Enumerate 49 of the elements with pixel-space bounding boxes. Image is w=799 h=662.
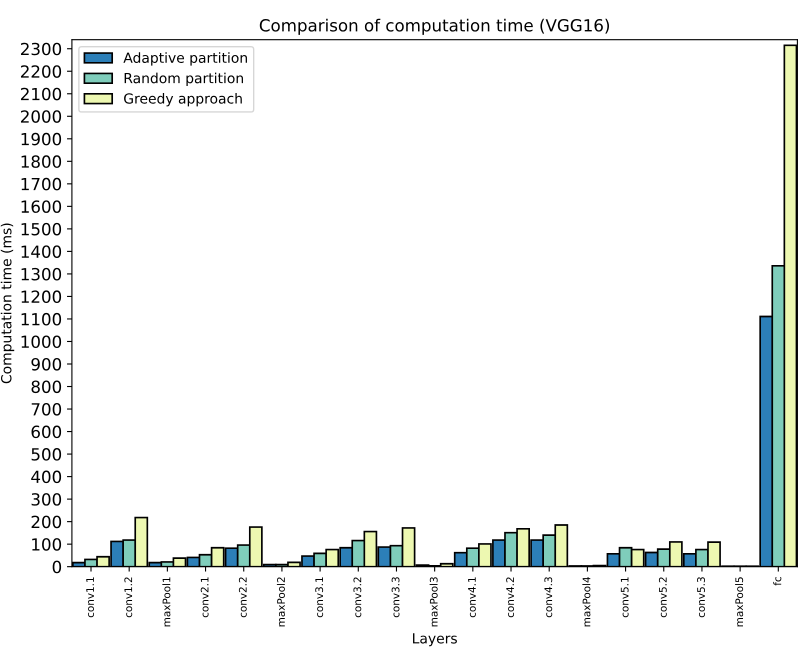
x-tick-label: conv5.1	[620, 577, 629, 618]
y-tick-label: 500	[32, 448, 62, 461]
x-tick-label: conv3.1	[315, 577, 324, 618]
y-tick-label: 1600	[22, 200, 62, 213]
y-tick-label: 2000	[20, 110, 62, 123]
x-tick-label: conv4.1	[468, 577, 476, 618]
y-tick-label: 2200	[20, 65, 62, 78]
y-tick-label: 400	[31, 470, 62, 484]
y-tick-label: 800	[32, 380, 62, 394]
legend-label: Greedy approach	[124, 92, 242, 106]
y-tick-label: 1300	[22, 268, 62, 280]
x-tick-label: conv3.2	[353, 577, 362, 618]
y-tick-label: 0	[52, 560, 62, 574]
y-tick-label: 900	[31, 358, 62, 371]
y-tick-label: 1700	[22, 178, 62, 190]
x-axis-title: Layers	[413, 633, 457, 646]
y-tick-label: 600	[32, 426, 62, 438]
y-tick-label: 1500	[22, 222, 62, 236]
x-tick-label: conv5.3	[697, 577, 705, 618]
y-tick-label: 700	[32, 403, 62, 416]
x-tick-label: conv1.2	[124, 577, 132, 618]
x-tick-label: maxPool3	[430, 577, 438, 626]
x-tick-label: maxPool4	[582, 576, 590, 626]
x-tick-label: conv2.1	[200, 577, 209, 618]
x-tick-label: conv2.2	[238, 577, 247, 618]
y-tick-label: 1800	[22, 155, 62, 168]
y-tick-label: 1400	[22, 245, 62, 258]
x-tick-label: maxPool1	[162, 577, 170, 626]
x-tick-label: conv1.1	[86, 577, 94, 618]
y-tick-label: 100	[32, 538, 62, 551]
x-tick-label: fc	[773, 577, 782, 586]
y-tick-label: 1900	[22, 132, 62, 146]
x-tick-label: maxPool5	[735, 577, 744, 626]
x-tick-label: conv3.3	[392, 577, 400, 618]
y-axis-title: Computation time (ms)	[0, 224, 14, 384]
chart-title: Comparison of computation time (VGG16)	[260, 18, 610, 35]
y-tick-label: 2300	[20, 42, 62, 56]
x-tick-label: conv5.2	[658, 577, 667, 618]
y-tick-label: 1200	[22, 290, 62, 304]
x-tick-label: conv4.3	[544, 577, 552, 618]
legend-label: Adaptive partition	[123, 52, 247, 66]
x-tick-label: maxPool2	[276, 577, 285, 626]
y-tick-label: 1100	[22, 312, 62, 326]
y-tick-label: 200	[32, 516, 62, 528]
y-tick-label: 1000	[22, 335, 62, 348]
y-tick-label: 2100	[20, 88, 62, 100]
legend-label: Random partition	[124, 72, 243, 86]
x-tick-label: conv4.2	[506, 577, 514, 618]
y-tick-label: 300	[32, 493, 62, 506]
